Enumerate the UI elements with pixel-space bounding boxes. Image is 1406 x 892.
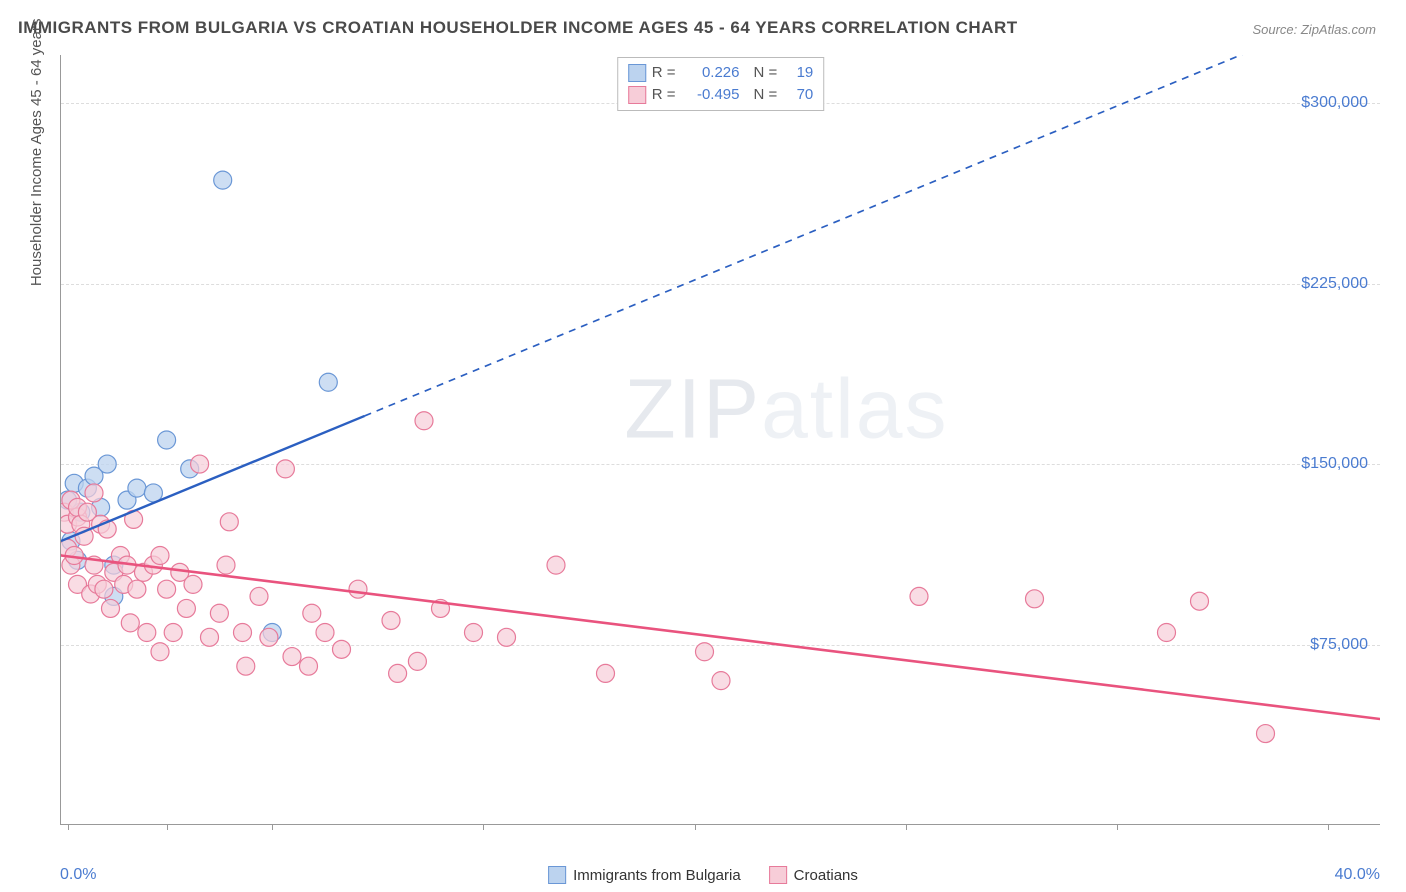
n-value-croatians: 70 — [783, 84, 813, 106]
n-value-bulgaria: 19 — [783, 62, 813, 84]
legend-label-bulgaria: Immigrants from Bulgaria — [573, 867, 741, 884]
source-credit: Source: ZipAtlas.com — [1252, 22, 1376, 37]
legend-item-bulgaria: Immigrants from Bulgaria — [548, 866, 741, 884]
r-label: R = — [652, 62, 676, 84]
swatch-bulgaria — [548, 866, 566, 884]
legend-row-bulgaria: R = 0.226 N = 19 — [628, 62, 814, 84]
chart-title: IMMIGRANTS FROM BULGARIA VS CROATIAN HOU… — [18, 18, 1018, 38]
n-label: N = — [754, 62, 778, 84]
r-label: R = — [652, 84, 676, 106]
x-axis-max-label: 40.0% — [1335, 866, 1380, 884]
chart-plot-area: ZIPatlas R = 0.226 N = 19 R = -0.495 N =… — [60, 55, 1380, 825]
legend-row-croatians: R = -0.495 N = 70 — [628, 84, 814, 106]
legend-item-croatians: Croatians — [769, 866, 858, 884]
legend-label-croatians: Croatians — [794, 867, 858, 884]
n-label: N = — [754, 84, 778, 106]
x-axis-min-label: 0.0% — [60, 866, 96, 884]
scatter-svg — [61, 55, 1380, 824]
swatch-croatians — [628, 86, 646, 104]
series-legend: Immigrants from Bulgaria Croatians — [548, 866, 858, 884]
swatch-bulgaria — [628, 64, 646, 82]
swatch-croatians — [769, 866, 787, 884]
r-value-croatians: -0.495 — [682, 84, 740, 106]
y-axis-label: Householder Income Ages 45 - 64 years — [28, 19, 45, 287]
r-value-bulgaria: 0.226 — [682, 62, 740, 84]
correlation-legend: R = 0.226 N = 19 R = -0.495 N = 70 — [617, 57, 825, 111]
